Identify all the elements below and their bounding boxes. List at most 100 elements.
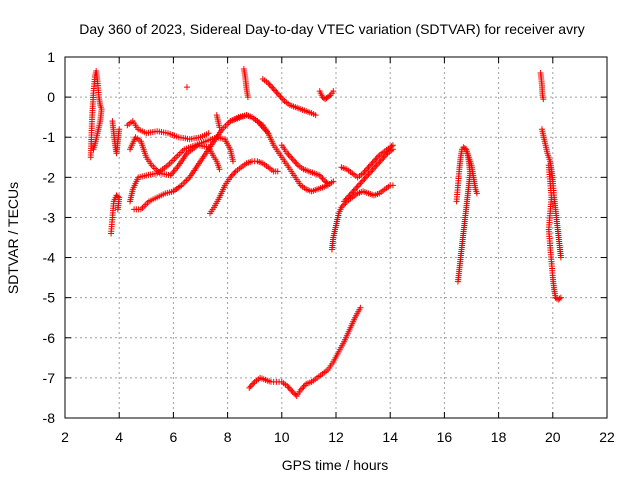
series-arc-24	[545, 162, 564, 303]
data-point	[356, 181, 363, 188]
x-tick-label: 6	[170, 429, 178, 445]
data-point	[293, 160, 300, 167]
x-axis-label: GPS time / hours	[282, 457, 389, 473]
x-tick-label: 10	[274, 429, 290, 445]
series-arc-4	[124, 118, 212, 143]
data-point	[114, 193, 121, 200]
data-point	[360, 177, 367, 184]
data-point	[250, 380, 257, 387]
axis-ticks	[64, 56, 608, 419]
data-point	[116, 126, 123, 133]
data-point	[290, 157, 297, 164]
data-point	[341, 198, 348, 205]
series-arc-12	[259, 76, 319, 119]
series-arc-3	[109, 118, 123, 157]
data-point	[273, 89, 280, 96]
y-tick-label: -7	[43, 370, 56, 386]
x-tick-label: 14	[382, 429, 398, 445]
data-point	[361, 175, 368, 182]
data-point	[246, 384, 253, 391]
data-point	[540, 96, 547, 103]
data-point	[556, 295, 563, 302]
series-arc-17	[338, 142, 396, 181]
series-arc-14	[227, 112, 337, 195]
data-point	[292, 159, 299, 166]
data-point	[228, 172, 235, 179]
data-point	[274, 168, 281, 175]
data-point	[389, 182, 396, 189]
data-point	[278, 95, 285, 102]
x-tick-label: 8	[224, 429, 232, 445]
x-tick-label: 12	[328, 429, 344, 445]
x-tick-label: 16	[437, 429, 453, 445]
series-arc-8	[206, 158, 281, 217]
data-point	[323, 179, 330, 186]
x-tick-label: 18	[491, 429, 507, 445]
x-tick-labels: 2 4 6 8 10 12 14 16 18 20 22	[61, 429, 615, 445]
data-point	[289, 156, 296, 163]
data-point	[354, 183, 361, 190]
data-point	[244, 94, 251, 101]
data-point	[299, 385, 306, 392]
series-arc-9	[240, 66, 251, 101]
data-point	[288, 387, 295, 394]
data-point	[312, 112, 319, 119]
series-arc-11	[213, 112, 223, 131]
chart-title: Day 360 of 2023, Sidereal Day-to-day VTE…	[79, 21, 585, 37]
data-point	[267, 83, 274, 90]
y-tick-label: -1	[43, 129, 56, 145]
y-tick-label: -2	[43, 169, 56, 185]
data-point	[230, 171, 237, 178]
y-tick-labels: 1 0 -1 -2 -3 -4 -5 -6 -7 -8	[43, 49, 56, 426]
data-point	[269, 84, 276, 91]
data-point	[324, 180, 331, 187]
data-point	[358, 178, 365, 185]
data-point	[274, 90, 281, 97]
data-point	[277, 93, 284, 100]
data-point	[357, 180, 364, 187]
data-point	[351, 186, 358, 193]
y-tick-label: -5	[43, 290, 56, 306]
data-point	[272, 87, 279, 94]
series-arc-10	[183, 84, 190, 91]
data-point	[248, 381, 255, 388]
data-point	[330, 88, 337, 95]
data-point	[286, 153, 293, 160]
data-point	[270, 86, 277, 93]
data-point	[230, 158, 237, 165]
series-arc-6	[127, 134, 237, 205]
data-point	[557, 254, 564, 261]
y-tick-label: -3	[43, 209, 56, 225]
x-tick-label: 20	[545, 429, 561, 445]
data-point	[90, 146, 97, 153]
series-arc-1	[87, 68, 105, 161]
y-axis-label: SDTVAR / TECUs	[5, 182, 21, 294]
series-arc-15	[278, 142, 331, 187]
series-arc-13	[316, 88, 337, 103]
data-point	[389, 146, 396, 153]
data-point	[342, 196, 349, 203]
data-point	[285, 384, 292, 391]
data-point	[289, 388, 296, 395]
data-point	[216, 124, 223, 131]
data-point	[290, 390, 297, 397]
data-point	[362, 174, 369, 181]
series-arc-18	[341, 146, 396, 205]
x-tick-label: 4	[115, 429, 123, 445]
data-point	[319, 175, 326, 182]
series-arc-19	[246, 304, 364, 399]
y-tick-label: -4	[43, 250, 56, 266]
data-point	[285, 151, 292, 158]
data-point	[292, 391, 299, 398]
data-point	[216, 166, 223, 173]
x-tick-label: 2	[61, 429, 69, 445]
data-point	[326, 93, 333, 100]
y-tick-label: -8	[43, 410, 56, 426]
series-arc-21	[453, 144, 480, 205]
y-tick-label: -6	[43, 330, 56, 346]
series-arc-2	[108, 192, 123, 237]
data-point	[262, 127, 269, 134]
data-point	[183, 84, 190, 91]
data-point	[266, 81, 273, 88]
